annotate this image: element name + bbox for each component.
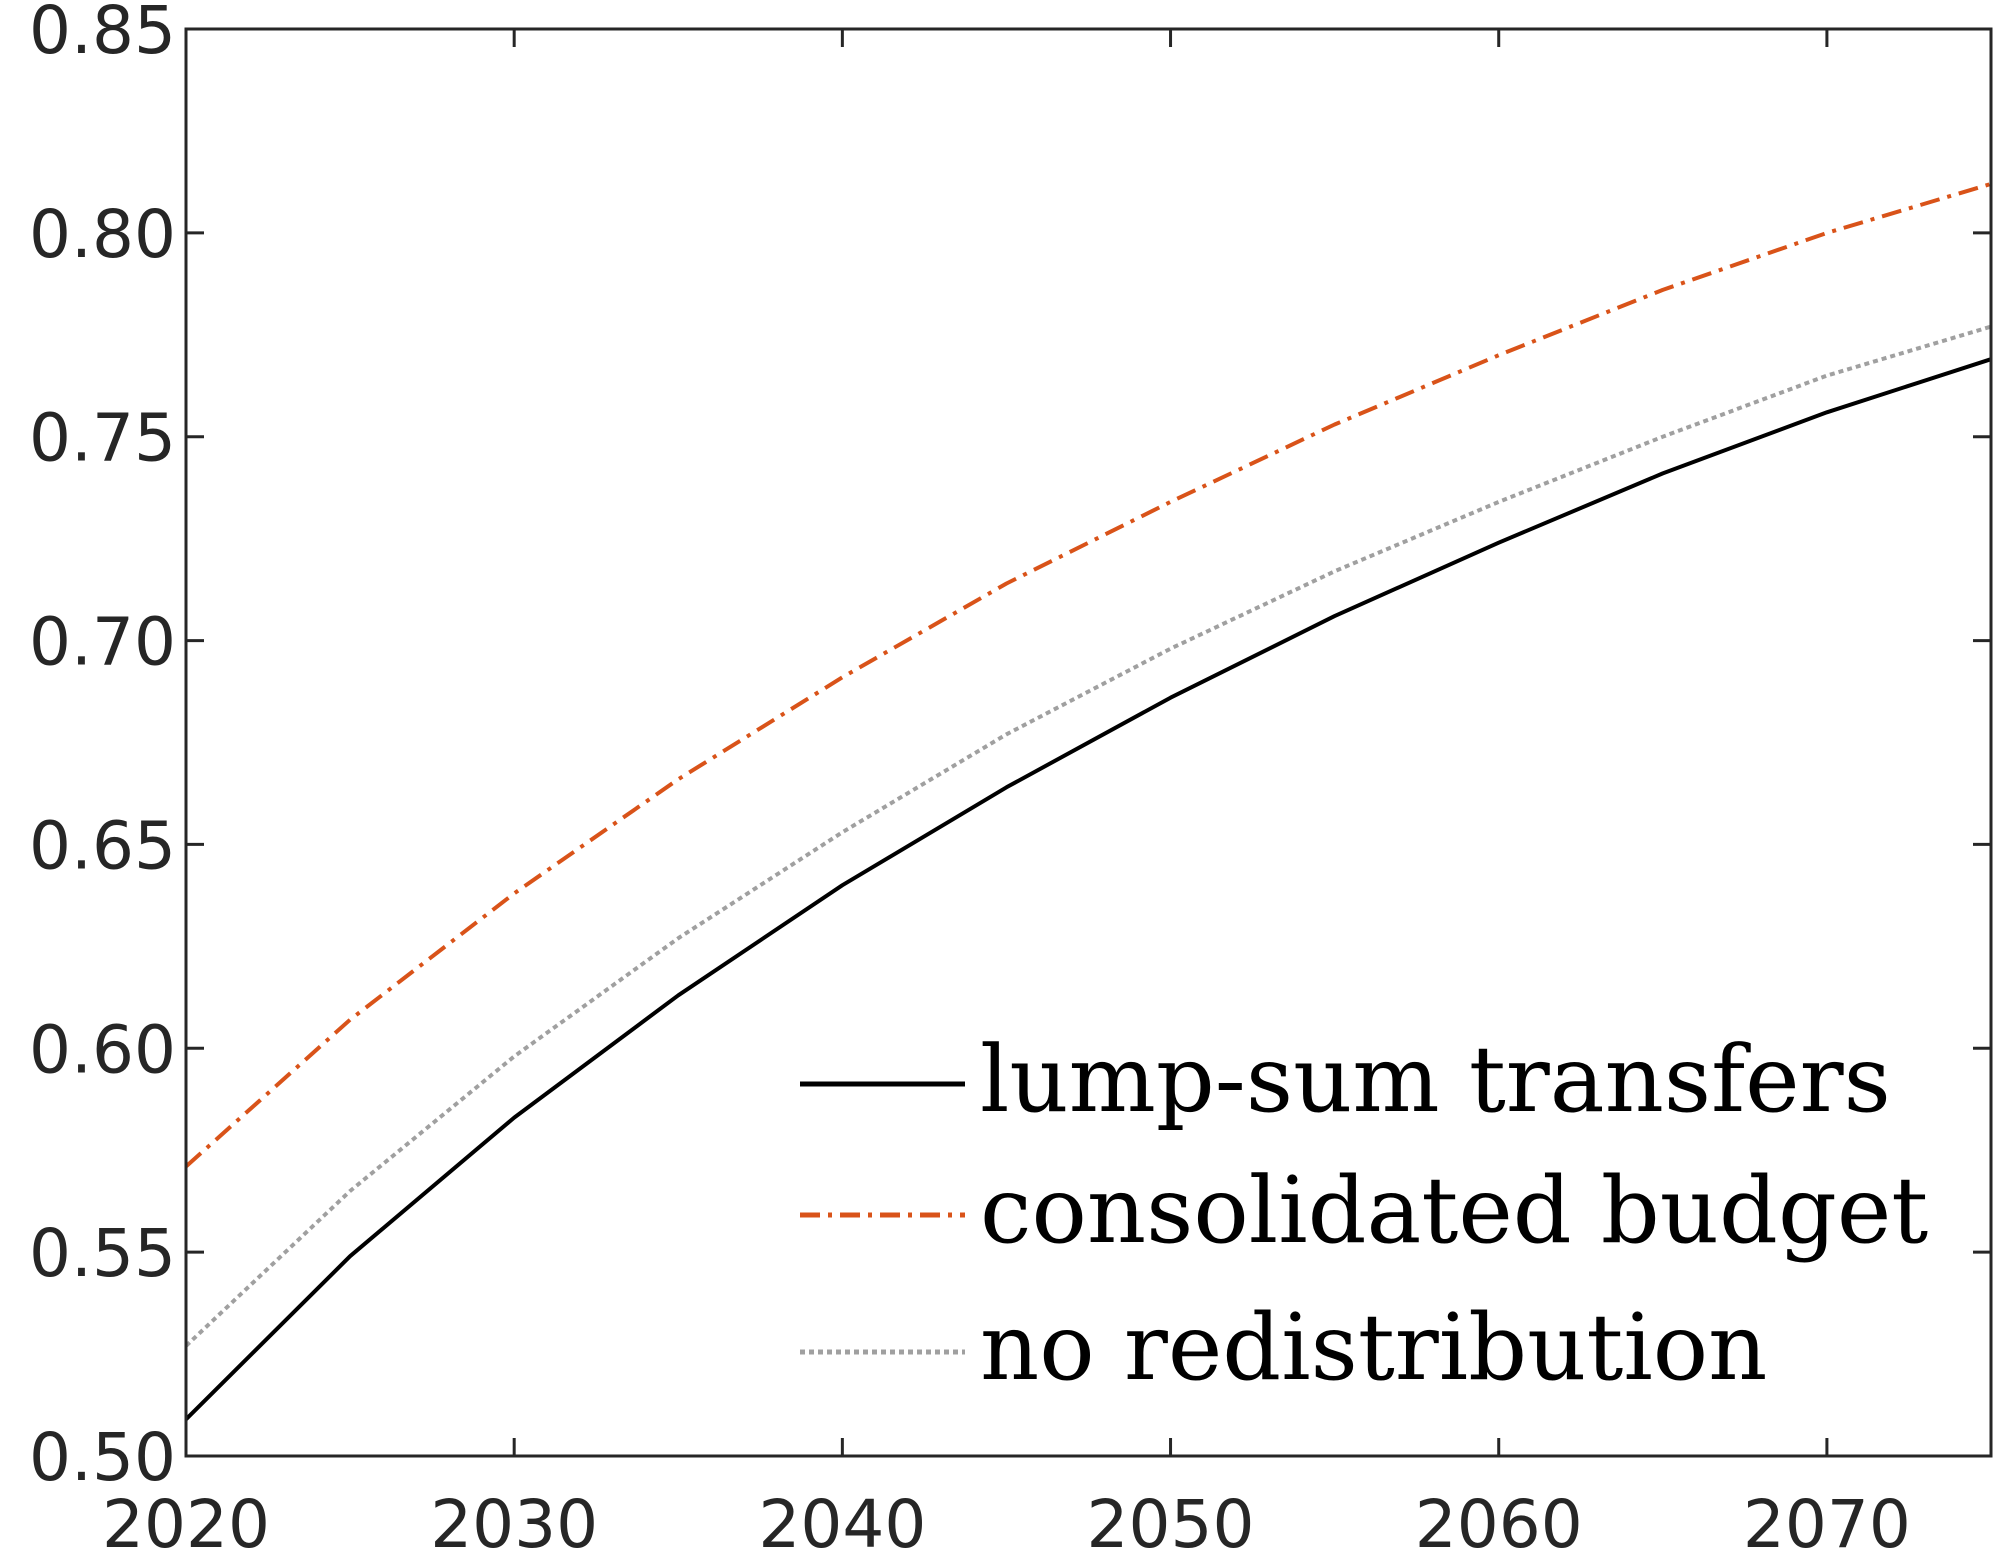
x-tick-label: 2060 xyxy=(1415,1486,1583,1554)
y-tick-label: 0.50 xyxy=(29,1419,176,1496)
x-tick-label: 2040 xyxy=(758,1486,926,1554)
legend: lump-sum transfers consolidated budget no … xyxy=(800,1026,1928,1401)
y-tick-label: 0.60 xyxy=(29,1011,176,1088)
series-layer xyxy=(184,181,1992,1421)
x-tick-label: 2070 xyxy=(1743,1486,1911,1554)
series-line-consolidated-budget xyxy=(184,181,1992,1168)
series-line-no-redistribution xyxy=(184,324,1992,1348)
x-tick-label: 2030 xyxy=(430,1486,598,1554)
series-line-lump-sum-transfers xyxy=(184,357,1992,1421)
y-tick-label: 0.55 xyxy=(29,1215,176,1292)
y-tick-label: 0.75 xyxy=(29,400,176,477)
axes-layer: 2020 2030 2040 2050 2060 2070 0.50 0.55 0.60 0.65… xyxy=(29,0,1993,1559)
legend-label: consolidated budget xyxy=(980,1157,1928,1264)
y-tick-label: 0.80 xyxy=(29,196,176,273)
y-tick-label: 0.85 xyxy=(29,0,176,69)
y-tick-label: 0.70 xyxy=(29,604,176,681)
plot-frame xyxy=(184,27,1993,1458)
y-tick-label: 0.65 xyxy=(29,807,176,884)
x-tick-label: 2020 xyxy=(102,1486,270,1554)
legend-label: no redistribution xyxy=(980,1294,1767,1401)
legend-label: lump-sum transfers xyxy=(980,1026,1891,1133)
x-tick-label: 2050 xyxy=(1087,1486,1255,1554)
